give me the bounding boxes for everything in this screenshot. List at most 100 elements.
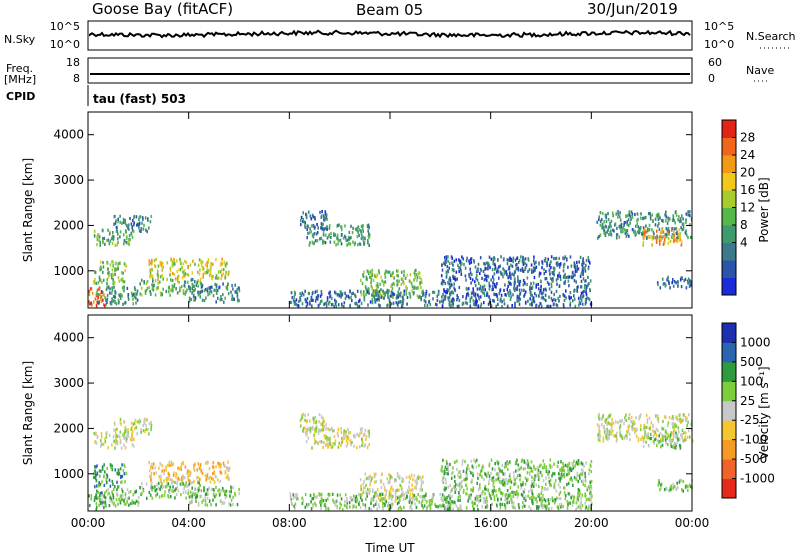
velocity-cell bbox=[408, 485, 410, 489]
velocity-cell bbox=[488, 462, 491, 466]
power-cell bbox=[117, 237, 119, 241]
power-cell bbox=[415, 268, 417, 272]
velocity-cell bbox=[193, 466, 195, 471]
velocity-cell bbox=[394, 479, 396, 483]
velocity-cell bbox=[310, 500, 312, 504]
power-cell bbox=[399, 292, 401, 296]
power-cell bbox=[111, 288, 114, 292]
power-cell bbox=[203, 289, 206, 293]
power-cell bbox=[113, 222, 115, 226]
velocity-cell bbox=[112, 482, 114, 486]
velocity-cell bbox=[322, 499, 325, 503]
power-cell bbox=[380, 275, 382, 279]
power-cell bbox=[366, 269, 369, 273]
velocity-cell bbox=[379, 479, 382, 483]
power-cell bbox=[688, 281, 690, 285]
power-cell bbox=[562, 269, 565, 273]
power-cell bbox=[665, 215, 668, 219]
velocity-cell bbox=[315, 440, 317, 444]
power-cell bbox=[321, 227, 323, 231]
velocity-cell bbox=[564, 497, 567, 501]
velocity-cell bbox=[445, 486, 447, 490]
velocity-cell bbox=[615, 434, 618, 438]
power-cell bbox=[311, 304, 313, 308]
power-cell bbox=[112, 273, 114, 277]
velocity-cell bbox=[314, 427, 316, 431]
power-cell bbox=[368, 243, 370, 247]
velocity-cell bbox=[115, 442, 117, 446]
power-cell bbox=[106, 281, 108, 286]
freq-strip: Freq. [MHz] 18 8 60 0 Nave bbox=[4, 56, 774, 86]
velocity-cell bbox=[665, 415, 667, 419]
power-cell bbox=[172, 262, 174, 266]
power-cell bbox=[439, 300, 441, 304]
power-cell bbox=[106, 300, 108, 305]
velocity-cell bbox=[504, 462, 507, 466]
cpid-label: CPID bbox=[6, 90, 35, 103]
power-cell bbox=[689, 279, 691, 283]
velocity-cell bbox=[575, 508, 577, 512]
velocity-cell bbox=[523, 490, 525, 494]
power-cell bbox=[607, 225, 610, 229]
velocity-cell bbox=[125, 502, 127, 506]
power-cell bbox=[479, 267, 482, 272]
power-cell bbox=[587, 267, 590, 271]
velocity-cell bbox=[368, 434, 370, 439]
power-cell bbox=[324, 241, 327, 245]
power-cell bbox=[542, 296, 544, 300]
velocity-cell bbox=[343, 436, 346, 440]
velocity-cell bbox=[325, 507, 327, 511]
velocity-cell bbox=[197, 488, 200, 493]
power-cell bbox=[668, 280, 670, 284]
velocity-cell bbox=[479, 486, 481, 490]
velocity-cell bbox=[123, 472, 126, 476]
power-cell bbox=[209, 265, 212, 269]
power-cell bbox=[389, 294, 391, 298]
power-cell bbox=[548, 295, 550, 299]
power-cell bbox=[360, 278, 362, 282]
velocity-cell bbox=[349, 496, 352, 500]
velocity-cell bbox=[536, 506, 538, 510]
power-cell bbox=[606, 230, 608, 234]
power-cell bbox=[376, 298, 379, 302]
velocity-cell bbox=[562, 464, 565, 468]
power-cell bbox=[447, 281, 449, 285]
power-cell bbox=[658, 235, 661, 239]
power-cell bbox=[102, 293, 104, 297]
power-cell bbox=[453, 298, 455, 302]
power-cell bbox=[124, 269, 126, 273]
power-cell bbox=[315, 296, 318, 300]
power-cell bbox=[140, 293, 143, 297]
velocity-cell bbox=[497, 477, 499, 481]
velocity-cell bbox=[527, 465, 529, 469]
velocity-cell bbox=[575, 460, 578, 464]
velocity-cell bbox=[610, 430, 612, 434]
velocity-cell bbox=[113, 428, 115, 432]
power-cell bbox=[353, 243, 356, 247]
power-cell bbox=[339, 293, 341, 298]
power-cell bbox=[326, 227, 328, 231]
power-cell bbox=[344, 224, 346, 228]
velocity-cell bbox=[570, 468, 573, 472]
velocity-cell bbox=[635, 427, 638, 431]
velocity-cell bbox=[297, 497, 299, 501]
power-cell bbox=[445, 290, 448, 294]
power-cell bbox=[521, 267, 524, 271]
velocity-cell bbox=[572, 466, 575, 470]
velocity-cell bbox=[320, 496, 323, 500]
power-cell bbox=[500, 293, 503, 297]
velocity-cell bbox=[129, 437, 132, 441]
power-cell bbox=[365, 286, 367, 290]
velocity-cell bbox=[581, 462, 584, 466]
power-cell bbox=[89, 287, 92, 291]
power-cell bbox=[576, 267, 578, 271]
power-cell bbox=[680, 276, 682, 280]
power-cell bbox=[90, 301, 92, 305]
velocity-cell bbox=[672, 482, 675, 486]
power-cell bbox=[576, 288, 578, 292]
velocity-cell bbox=[394, 492, 397, 496]
power-cell bbox=[547, 257, 549, 261]
velocity-cell bbox=[104, 500, 107, 504]
power-cell bbox=[667, 277, 669, 281]
power-cell bbox=[620, 229, 623, 233]
